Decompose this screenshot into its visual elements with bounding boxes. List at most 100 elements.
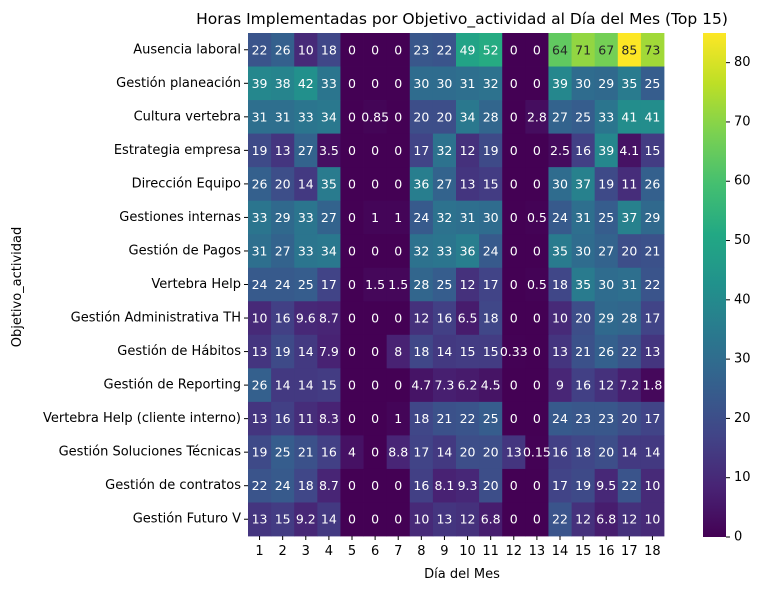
- cell-value-label: 14: [298, 344, 314, 359]
- heatmap-cell: [317, 100, 341, 134]
- heatmap-cell: [502, 167, 526, 202]
- cell-value-label: 30: [598, 277, 614, 292]
- cell-value-label: 0: [348, 512, 356, 527]
- x-tick-label: 9: [440, 544, 448, 559]
- cell-value-label: 0: [533, 176, 541, 191]
- heatmap-cell: [363, 301, 388, 336]
- cell-value-label: 15: [483, 176, 499, 191]
- x-axis-label: Día del Mes: [424, 567, 500, 582]
- heatmap-cell: [432, 468, 457, 503]
- cell-value-label: 21: [298, 445, 314, 460]
- heatmap-cell: [456, 267, 480, 302]
- heatmap-cell: [317, 66, 341, 101]
- heatmap-cell: [294, 234, 318, 269]
- heatmap-cell: [571, 334, 596, 369]
- cell-value-label: 0: [394, 176, 402, 191]
- heatmap-cell: [294, 167, 318, 202]
- heatmap-cell: [594, 334, 619, 369]
- cell-value-label: 17: [552, 478, 568, 493]
- x-tick-label: 17: [621, 544, 638, 559]
- x-tick-label: 2: [279, 544, 287, 559]
- cell-value-label: 16: [275, 411, 291, 426]
- cell-value-label: 3.5: [319, 143, 339, 158]
- cell-value-label: 16: [575, 378, 591, 393]
- heatmap-cell: [248, 133, 272, 168]
- cell-value-label: 0: [371, 176, 379, 191]
- heatmap-cell: [248, 435, 272, 470]
- cell-value-label: 34: [321, 109, 337, 124]
- heatmap-cell: [617, 100, 642, 134]
- cell-value-label: 0: [394, 243, 402, 258]
- heatmap-cell: [548, 66, 572, 101]
- heatmap-cell: [548, 401, 572, 436]
- cell-value-label: 18: [575, 445, 591, 460]
- heatmap-cell: [363, 133, 388, 168]
- cell-value-label: 9.5: [596, 478, 616, 493]
- cell-value-label: 21: [575, 344, 591, 359]
- heatmap-cell: [271, 133, 295, 168]
- cell-value-label: 0: [510, 109, 518, 124]
- y-tick-label: Gestiones internas: [119, 210, 241, 225]
- cell-value-label: 31: [621, 277, 637, 292]
- cell-value-label: 1.5: [365, 277, 385, 292]
- cell-value-label: 31: [275, 109, 291, 124]
- cell-value-label: 8.8: [388, 445, 408, 460]
- heatmap-cell: [409, 167, 434, 202]
- cell-value-label: 10: [644, 512, 660, 527]
- heatmap-cell: [409, 468, 434, 503]
- cell-value-label: 0: [348, 143, 356, 158]
- cell-value-label: 0: [348, 277, 356, 292]
- cell-value-label: 0: [533, 478, 541, 493]
- cell-value-label: 30: [552, 176, 568, 191]
- cell-value-label: 0: [510, 42, 518, 57]
- cell-value-label: 31: [252, 243, 268, 258]
- cell-value-label: 33: [321, 76, 337, 91]
- cell-value-label: 1.5: [388, 277, 408, 292]
- heatmap-cell: [456, 100, 480, 134]
- cell-value-label: 31: [252, 109, 268, 124]
- heatmap-cell: [617, 267, 642, 302]
- heatmap-cell: [294, 301, 318, 336]
- cell-value-label: 19: [483, 143, 499, 158]
- cell-value-label: 7.3: [434, 378, 454, 393]
- heatmap-cell: [271, 167, 295, 202]
- cell-value-label: 32: [436, 210, 452, 225]
- cell-value-label: 0: [510, 243, 518, 258]
- heatmap-cell: [456, 200, 480, 235]
- cell-value-label: 0: [371, 76, 379, 91]
- heatmap-cell: [502, 200, 526, 235]
- cell-value-label: 15: [483, 344, 499, 359]
- heatmap-cell: [386, 435, 411, 470]
- heatmap-cell: [317, 133, 341, 168]
- heatmap-cell: [594, 33, 619, 67]
- cell-value-label: 9.3: [458, 478, 478, 493]
- cell-value-label: 16: [552, 445, 568, 460]
- cell-value-label: 12: [621, 512, 637, 527]
- heatmap-cell: [548, 167, 572, 202]
- heatmap-cell: [248, 200, 272, 235]
- heatmap-cell: [340, 301, 364, 336]
- cell-value-label: 14: [298, 378, 314, 393]
- heatmap-cell: [409, 502, 434, 537]
- cell-value-label: 15: [460, 344, 476, 359]
- cell-value-label: 19: [575, 478, 591, 493]
- cell-value-label: 6.8: [596, 512, 616, 527]
- heatmap-cell: [502, 502, 526, 537]
- cell-value-label: 15: [644, 143, 660, 158]
- heatmap-cell: [294, 66, 318, 101]
- cell-value-label: 12: [575, 512, 591, 527]
- y-tick-label: Gestión de Hábitos: [117, 344, 241, 359]
- heatmap-cell: [271, 200, 295, 235]
- x-tick-label: 13: [529, 544, 546, 559]
- cell-value-label: 0: [371, 143, 379, 158]
- heatmap-cell: [594, 100, 619, 134]
- heatmap-cell: [548, 301, 572, 336]
- cell-value-label: 85: [621, 42, 637, 57]
- heatmap-cell: [363, 435, 388, 470]
- cell-value-label: 18: [552, 277, 568, 292]
- x-tick-label: 16: [598, 544, 615, 559]
- cell-value-label: 25: [575, 109, 591, 124]
- heatmap-cell: [340, 167, 364, 202]
- cell-value-label: 1: [394, 210, 402, 225]
- heatmap-cell: [409, 66, 434, 101]
